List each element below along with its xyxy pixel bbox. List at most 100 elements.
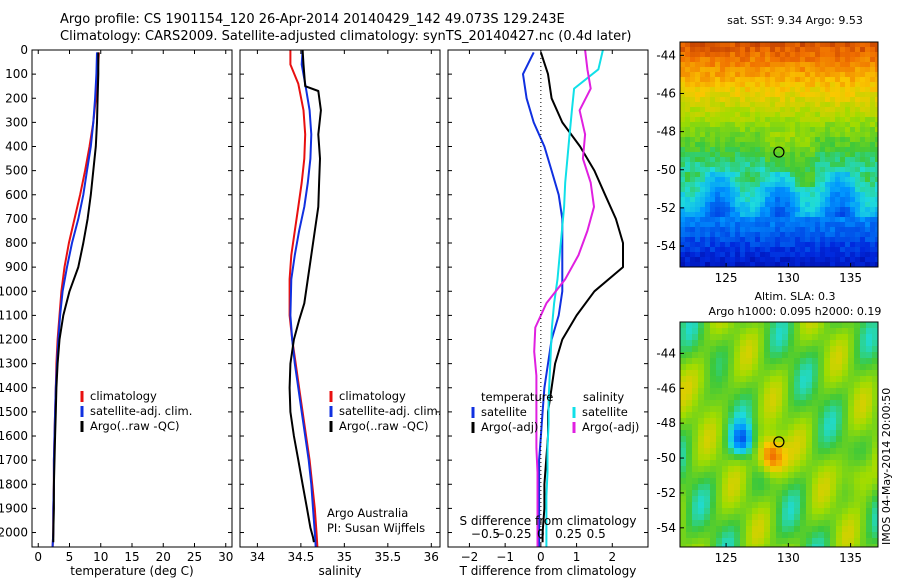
sst-map-cell (825, 67, 831, 73)
sst-map-cell (750, 82, 756, 88)
temp-legend-label: Argo(..raw -QC) (90, 419, 180, 433)
sla-map-cell (842, 340, 849, 347)
sst-map-cell (820, 77, 826, 83)
sla-map-cell (866, 430, 873, 437)
sst-map-cell (870, 167, 876, 173)
sst-map-cell (845, 127, 851, 133)
sst-map-cell (695, 127, 701, 133)
sla-map-cell (854, 376, 861, 383)
sst-map-cell (735, 97, 741, 103)
sla-map-cell (848, 412, 855, 419)
sst-map-cell (765, 117, 771, 123)
sst-map-cell (765, 167, 771, 173)
sst-map-cell (700, 247, 706, 253)
sst-map-cell (835, 197, 841, 203)
sla-map-cell (752, 430, 759, 437)
sla-map-cell (788, 388, 795, 395)
sst-map-cell (720, 127, 726, 133)
sst-map-cell (850, 72, 856, 78)
sst-map-cell (750, 92, 756, 98)
sla-map-cell (770, 412, 777, 419)
sla-map-cell (698, 502, 705, 509)
sst-map-cell (770, 67, 776, 73)
sla-map-cell (866, 520, 873, 527)
sst-map-cell (800, 162, 806, 168)
sla-map-cell (692, 436, 699, 443)
sla-map-cell (728, 466, 735, 473)
sst-map-cell (840, 62, 846, 68)
sst-map-cell (830, 217, 836, 223)
sst-map-cell (740, 202, 746, 208)
sla-map-cell (722, 430, 729, 437)
sla-map-cell (854, 508, 861, 515)
sst-map-cell (735, 182, 741, 188)
sst-map-cell (735, 247, 741, 253)
sst-map-cell (820, 202, 826, 208)
sla-map-cell (866, 436, 873, 443)
sla-map-cell (848, 376, 855, 383)
sst-map-cell (720, 92, 726, 98)
sla-map-cell (842, 424, 849, 431)
sst-map-cell (710, 147, 716, 153)
sst-map-cell (765, 227, 771, 233)
sst-map-cell (815, 127, 821, 133)
sst-map-cell (875, 132, 878, 138)
sst-map-cell (700, 132, 706, 138)
sla-map-cell (746, 490, 753, 497)
sst-map-cell (695, 227, 701, 233)
sla-map-cell (818, 340, 825, 347)
sst-map-cell (725, 72, 731, 78)
sla-map-cell (710, 460, 717, 467)
sst-map-cell (835, 77, 841, 83)
sst-map-cell (710, 87, 716, 93)
sal-axes-frame (239, 49, 441, 548)
sla-map-cell (758, 508, 765, 515)
sla-map-cell (758, 502, 765, 509)
sst-map-cell (755, 237, 761, 243)
sst-map-cell (785, 82, 791, 88)
sst-map-cell (695, 87, 701, 93)
sst-map-cell (770, 72, 776, 78)
sst-map-cell (865, 132, 871, 138)
sla-map-cell (788, 460, 795, 467)
sst-map-ytick-label: -46 (656, 86, 676, 100)
sst-map-cell (765, 132, 771, 138)
sst-map-cell (800, 142, 806, 148)
sst-map-cell (750, 97, 756, 103)
sst-map-cell (755, 47, 761, 53)
sst-map-cell (735, 167, 741, 173)
sst-map-cell (835, 42, 841, 48)
sst-map-cell (875, 137, 878, 143)
sla-map-cell (776, 454, 783, 461)
sst-map-cell (845, 182, 851, 188)
sst-map-cell (810, 137, 816, 143)
sst-map-cell (705, 252, 711, 258)
sst-map-cell (860, 122, 866, 128)
sst-map-cell (835, 142, 841, 148)
sla-map-cell (734, 496, 741, 503)
sst-map-cell (825, 82, 831, 88)
sla-map-cell (806, 454, 813, 461)
sla-map-cell (824, 436, 831, 443)
sla-map-cell (770, 430, 777, 437)
sla-map-cell (770, 424, 777, 431)
sla-map-cell (854, 370, 861, 377)
sla-map-cell (818, 466, 825, 473)
sst-map-cell (840, 102, 846, 108)
sla-map-cell (854, 340, 861, 347)
sst-map-cell (845, 262, 851, 267)
sla-map-cell (710, 448, 717, 455)
sla-map-cell (788, 472, 795, 479)
sla-map-cell (722, 460, 729, 467)
sst-map-cell (870, 237, 876, 243)
sst-map-cell (765, 262, 771, 267)
sst-map-cell (785, 102, 791, 108)
sst-map-cell (760, 132, 766, 138)
sst-map-cell (740, 42, 746, 48)
sla-map-cell (800, 364, 807, 371)
sst-map-cell (700, 112, 706, 118)
sla-map-cell (728, 538, 735, 545)
sst-map-cell (780, 227, 786, 233)
sst-map-cell (730, 202, 736, 208)
sst-map-cell (850, 167, 856, 173)
